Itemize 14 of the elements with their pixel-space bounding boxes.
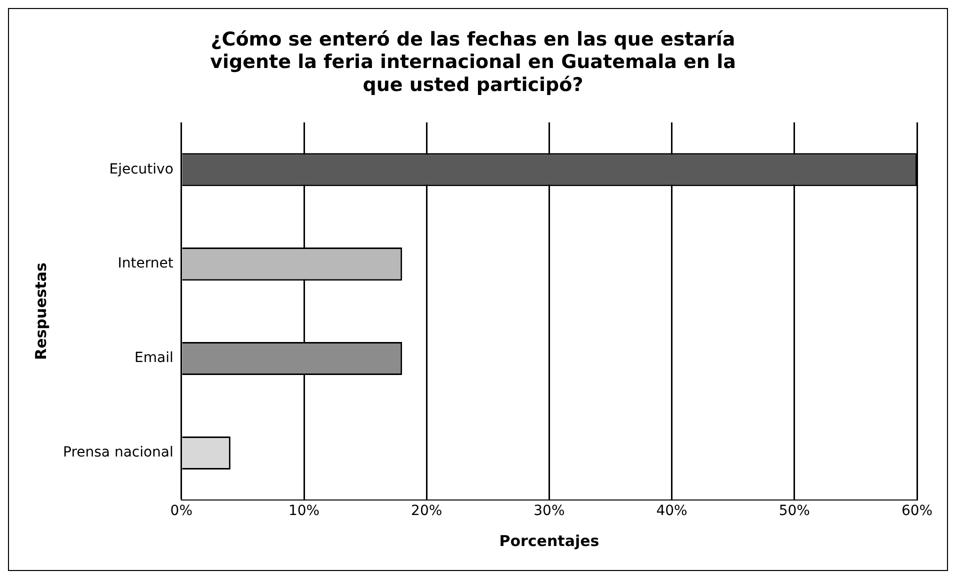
y-tick-label: Prensa nacional [62,444,174,461]
x-tick-label: 0% [170,503,193,520]
y-tick-label: Internet [118,256,174,272]
x-tick-label: 60% [901,503,933,520]
x-tick-label: 20% [411,503,442,520]
x-tick-label: 40% [656,503,688,520]
y-tick-label: Ejecutivo [109,161,174,178]
y-tick-label: Email [134,350,174,366]
chart-title: ¿Cómo se enteró de las fechas en las que estaría vigente la feria internacional en Guatemala en la que usted participó? [210,28,736,96]
x-tick-label: 50% [778,503,810,520]
x-tick-label: 10% [288,503,320,520]
x-tick-label: 30% [534,503,565,520]
x-axis-title: Porcentajes [499,532,600,550]
y-axis-title: Respuestas [32,262,50,360]
